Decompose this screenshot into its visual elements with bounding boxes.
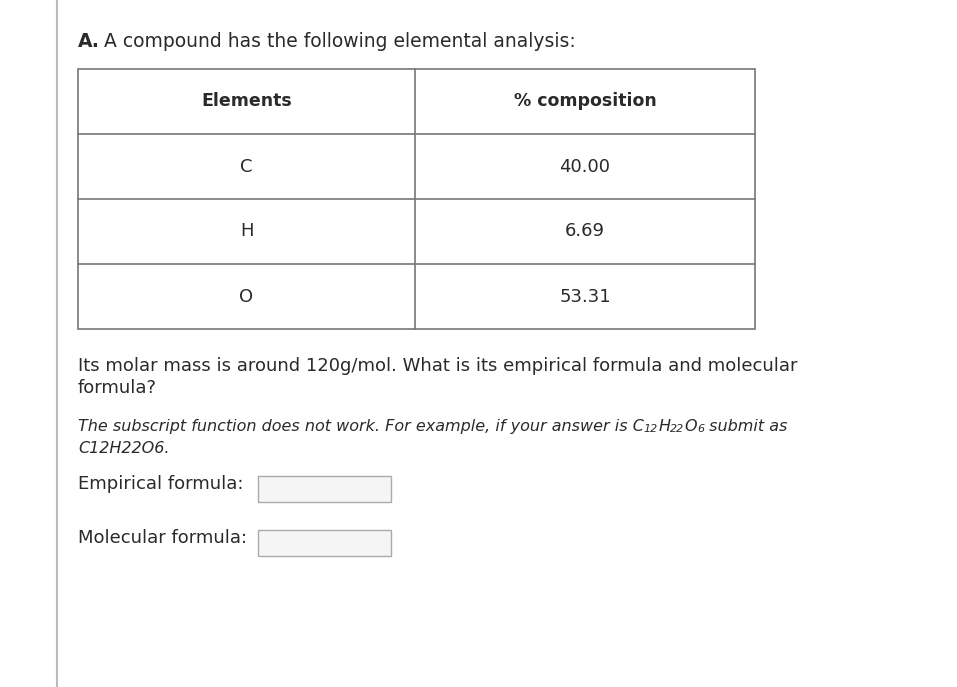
Text: Elements: Elements xyxy=(201,93,292,111)
Text: submit as: submit as xyxy=(704,419,788,434)
Text: C12H22O6.: C12H22O6. xyxy=(78,441,169,456)
Text: formula?: formula? xyxy=(78,379,157,397)
Bar xyxy=(258,530,391,556)
Text: % composition: % composition xyxy=(514,93,657,111)
Text: Its molar mass is around 120g/mol. What is its empirical formula and molecular: Its molar mass is around 120g/mol. What … xyxy=(78,357,797,375)
Text: 40.00: 40.00 xyxy=(560,157,611,175)
Text: A.: A. xyxy=(78,32,100,51)
Bar xyxy=(78,69,755,329)
Text: O: O xyxy=(239,287,254,306)
Text: H: H xyxy=(658,419,670,434)
Text: 22: 22 xyxy=(670,424,684,434)
Text: O: O xyxy=(684,419,697,434)
Text: C: C xyxy=(240,157,253,175)
Text: 6: 6 xyxy=(697,424,704,434)
Text: H: H xyxy=(240,223,254,240)
Text: The subscript function does not work. For example, if your answer is C: The subscript function does not work. Fo… xyxy=(78,419,644,434)
Text: Empirical formula:: Empirical formula: xyxy=(78,475,243,493)
Text: 6.69: 6.69 xyxy=(565,223,605,240)
Text: A compound has the following elemental analysis:: A compound has the following elemental a… xyxy=(98,32,576,51)
Text: 53.31: 53.31 xyxy=(559,287,611,306)
Bar xyxy=(258,476,391,502)
Text: Molecular formula:: Molecular formula: xyxy=(78,529,247,547)
Text: 12: 12 xyxy=(644,424,658,434)
